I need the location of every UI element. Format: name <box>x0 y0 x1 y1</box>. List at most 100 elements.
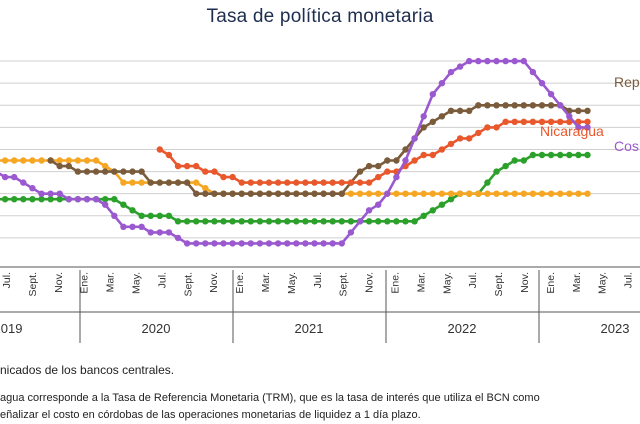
data-point-rd <box>584 107 591 115</box>
data-point-ni <box>274 179 282 186</box>
data-point-cr <box>566 113 573 120</box>
x-tick-label: Ene. <box>390 272 402 294</box>
data-point-gt <box>493 168 500 175</box>
x-tick-label: Sept. <box>493 272 505 297</box>
data-point-cr <box>238 240 245 247</box>
data-point-cr <box>211 240 218 247</box>
data-point-gt <box>174 218 182 225</box>
data-point-gt <box>584 151 591 159</box>
data-point-gt <box>156 212 163 219</box>
data-point-rd <box>511 102 518 109</box>
data-point-rd <box>429 118 436 126</box>
data-point-gt <box>429 207 436 214</box>
data-point-gt <box>547 151 555 159</box>
data-point-cr <box>47 190 54 197</box>
data-point-cr <box>466 57 473 65</box>
data-point-gt <box>29 196 36 203</box>
data-point-ni <box>211 168 218 175</box>
data-point-gt <box>20 196 27 203</box>
data-point-rd <box>147 179 154 186</box>
data-point-cr <box>356 218 364 225</box>
data-point-cr <box>538 80 546 87</box>
data-point-gt <box>393 218 400 225</box>
data-point-gt <box>329 218 336 225</box>
data-point-rd <box>92 168 100 175</box>
data-point-cr <box>202 240 209 247</box>
data-point-ni <box>229 173 236 181</box>
data-point-or <box>547 190 555 197</box>
data-point-or <box>447 190 455 197</box>
data-point-or <box>529 190 537 197</box>
data-point-cr <box>65 196 73 203</box>
data-point-rd <box>529 102 537 109</box>
data-point-cr <box>193 240 200 247</box>
data-point-rd <box>284 190 291 197</box>
data-point-cr <box>311 240 318 247</box>
x-tick-label: Nov. <box>53 272 65 293</box>
data-point-or <box>538 190 546 197</box>
data-point-ni <box>511 118 518 126</box>
data-point-rd <box>193 190 200 197</box>
data-point-rd <box>256 190 264 197</box>
x-tick-label: May. <box>597 272 609 294</box>
data-point-gt <box>365 218 373 225</box>
data-point-gt <box>11 196 18 203</box>
data-point-ni <box>466 135 473 142</box>
data-point-gt <box>438 201 446 208</box>
data-point-gt <box>111 196 118 203</box>
data-point-ni <box>365 179 373 186</box>
data-point-rd <box>393 157 400 164</box>
x-tick-label: May. <box>441 272 453 294</box>
data-point-rd <box>447 107 455 115</box>
data-point-or <box>420 190 427 197</box>
data-point-rd <box>211 190 218 197</box>
series-line-ni <box>159 120 588 184</box>
data-point-gt <box>265 218 273 225</box>
series-label-rd: Rep <box>614 74 640 90</box>
data-point-cr <box>302 240 309 247</box>
data-point-or <box>20 157 27 164</box>
series-line-or <box>0 159 588 195</box>
data-point-gt <box>447 196 455 203</box>
data-point-rd <box>538 102 546 109</box>
data-point-rd <box>402 146 409 153</box>
data-point-ni <box>547 118 555 126</box>
data-point-or <box>65 157 73 164</box>
data-point-gt <box>284 218 291 225</box>
data-point-or <box>29 157 36 164</box>
year-label: 2021 <box>295 321 324 336</box>
data-point-cr <box>456 63 464 70</box>
data-point-ni <box>156 146 163 153</box>
data-point-or <box>375 190 382 197</box>
data-point-ni <box>557 118 564 126</box>
data-point-or <box>11 157 18 164</box>
data-point-cr <box>511 57 518 65</box>
data-point-cr <box>38 190 45 197</box>
x-tick-label: May. <box>286 272 298 294</box>
data-point-cr <box>20 179 27 186</box>
data-point-cr <box>584 124 591 131</box>
data-point-gt <box>293 218 300 225</box>
data-point-rd <box>466 107 473 115</box>
data-point-or <box>484 190 491 197</box>
x-tick-label: Nov. <box>208 272 220 293</box>
data-point-cr <box>475 57 482 65</box>
data-point-cr <box>247 240 254 247</box>
data-point-ni <box>320 179 327 186</box>
data-point-gt <box>202 218 209 225</box>
data-point-gt <box>557 151 564 159</box>
data-point-or <box>138 179 145 186</box>
data-point-ni <box>347 179 355 186</box>
x-tick-label: Ene. <box>545 272 557 294</box>
data-point-ni <box>584 118 591 126</box>
data-point-or <box>429 190 436 197</box>
data-point-cr <box>138 223 145 230</box>
data-point-or <box>56 157 63 164</box>
data-point-cr <box>320 240 327 247</box>
data-point-or <box>202 185 209 192</box>
data-point-rd <box>65 162 73 170</box>
data-point-rd <box>293 190 300 197</box>
data-point-cr <box>220 240 227 247</box>
data-point-ni <box>447 140 455 148</box>
data-point-ni <box>456 135 464 142</box>
